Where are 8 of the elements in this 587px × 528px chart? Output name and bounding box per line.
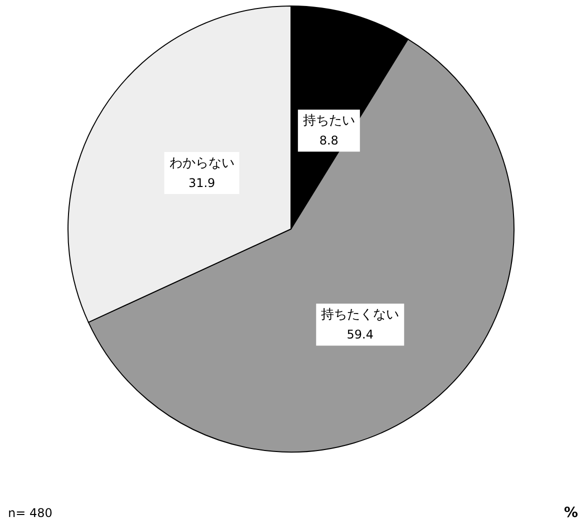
- text: n= 480: [8, 506, 52, 520]
- slice-label: わからない: [169, 156, 234, 172]
- data-label: 31.9: [188, 176, 216, 190]
- slice-label: 持ちたい: [302, 114, 355, 129]
- data-label: 59.4: [346, 328, 374, 342]
- text: %: [564, 505, 578, 521]
- data-label: 8.8: [319, 134, 338, 148]
- slice-label: 持ちたくない: [321, 308, 400, 323]
